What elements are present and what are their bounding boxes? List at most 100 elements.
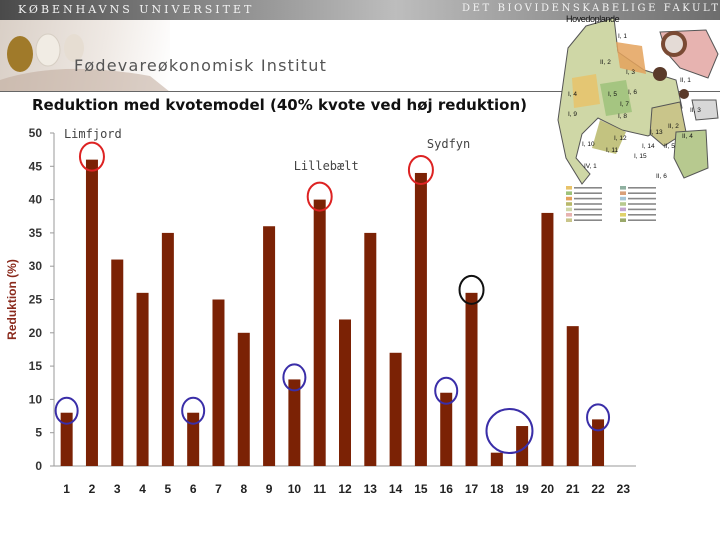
bar-4: [136, 292, 149, 466]
map-emblem-inner-icon: [665, 35, 683, 53]
map-title: Hovedoplande: [566, 14, 620, 24]
map-legend-text-line: [628, 192, 656, 194]
map-region-label: I, 3: [626, 69, 635, 76]
map-region-label: II, 4: [682, 133, 693, 140]
x-tick-label: 16: [440, 482, 454, 496]
map-legend-text-line: [574, 203, 602, 205]
decorative-eggs-image: [0, 20, 170, 92]
map-legend: [566, 186, 656, 222]
x-tick-label: 9: [266, 482, 273, 496]
map-legend-swatch: [566, 207, 572, 212]
x-tick-label: 12: [338, 482, 352, 496]
map-region-label: I, 1: [618, 33, 627, 40]
bar-21: [566, 326, 579, 466]
x-tick-label: 10: [288, 482, 302, 496]
header-divider: [0, 91, 720, 92]
map-legend-swatch: [566, 196, 572, 201]
map-region-label: I, 13: [650, 129, 663, 136]
bar-5: [161, 232, 174, 466]
bar-8: [237, 332, 250, 466]
egg-shape-cream: [64, 34, 84, 62]
bar-3: [111, 259, 124, 466]
bar-10: [288, 379, 301, 466]
map-legend-text-line: [574, 197, 602, 200]
map-legend-swatch: [620, 186, 626, 190]
bar-11: [313, 199, 326, 466]
bar-16: [440, 392, 453, 466]
institute-name: Fødevareøkonomisk Institut: [74, 56, 328, 75]
map-legend-text-line: [628, 214, 656, 216]
egg-shape-white: [35, 33, 61, 67]
map-legend-text-line: [574, 187, 602, 189]
highlight-circle-blue: [181, 396, 206, 425]
x-tick-label: 14: [389, 482, 403, 496]
map-bornholm-shape: [691, 99, 719, 121]
map-region-label: II, 1: [680, 77, 691, 84]
chart-title: Reduktion med kvotemodel (40% kvote ved …: [32, 96, 527, 114]
map-legend-text-line: [628, 203, 656, 205]
map-legend-text-line: [628, 197, 656, 200]
x-tick-label: 17: [465, 482, 479, 496]
annotation-label: Sydfyn: [427, 137, 470, 151]
map-marker-icon: [679, 89, 689, 99]
x-tick-label: 18: [490, 482, 504, 496]
map-region-label: I, 7: [620, 101, 629, 108]
highlight-circle-blue: [282, 363, 307, 392]
map-legend-swatch: [566, 218, 572, 222]
map-legend-swatch: [620, 191, 626, 195]
x-tick-label: 23: [617, 482, 631, 496]
x-tick-label: 7: [215, 482, 222, 496]
map-legend-text-line: [574, 208, 602, 211]
bar-14: [389, 352, 402, 466]
highlight-circle-black: [458, 274, 485, 305]
highlight-circle-blue: [485, 408, 534, 455]
map-legend-swatch: [566, 202, 572, 206]
y-axis-label: Reduktion (%): [5, 259, 19, 340]
x-tick-label: 20: [541, 482, 555, 496]
map-region-label: I, 11: [606, 147, 619, 154]
y-tick-label: 50: [29, 126, 43, 140]
map-legend-swatch: [620, 218, 626, 222]
map-legend-swatch: [566, 186, 572, 190]
map-region-label: I, 12: [614, 135, 627, 142]
map-region-label: I, 5: [608, 91, 617, 98]
bar-12: [339, 319, 351, 466]
highlight-circle-red: [78, 141, 105, 172]
y-tick-label: 30: [29, 259, 43, 273]
y-tick-label: 35: [29, 226, 43, 240]
x-tick-label: 13: [364, 482, 378, 496]
map-region-shape: [600, 80, 632, 116]
map-marker-icon: [653, 67, 667, 81]
bar-2: [85, 159, 98, 466]
y-tick-label: 5: [35, 426, 42, 440]
highlight-circle-blue: [586, 403, 611, 432]
highlight-circle-red: [407, 154, 434, 185]
map-region-label: I, 6: [628, 89, 637, 96]
map-region-label: I, 15: [634, 153, 647, 160]
map-lolland-shape: [673, 129, 709, 179]
annotation-label: Limfjord: [64, 127, 122, 141]
map-region-shape: [592, 120, 626, 154]
map-legend-text-line: [628, 219, 656, 221]
map-legend-swatch: [620, 207, 626, 212]
map-legend-swatch: [566, 213, 572, 217]
map-legend-swatch: [566, 191, 572, 195]
map-region-label: I, 4: [568, 91, 577, 98]
x-tick-label: 22: [591, 482, 605, 496]
map-region-label: II, 2: [668, 123, 679, 130]
bar-13: [364, 232, 377, 466]
map-region-label: I, 14: [642, 143, 655, 150]
map-region-shape: [616, 42, 646, 74]
x-tick-label: 3: [114, 482, 121, 496]
bar-22: [592, 419, 605, 466]
x-tick-label: 19: [515, 482, 529, 496]
map-legend-text-line: [574, 214, 602, 216]
map-legend-text-line: [574, 219, 602, 221]
map-legend-swatch: [620, 196, 626, 201]
map-region-label: II, 3: [690, 107, 701, 114]
map-region-label: I, 10: [582, 141, 595, 148]
map-legend-swatch: [620, 213, 626, 217]
x-tick-label: 6: [190, 482, 197, 496]
